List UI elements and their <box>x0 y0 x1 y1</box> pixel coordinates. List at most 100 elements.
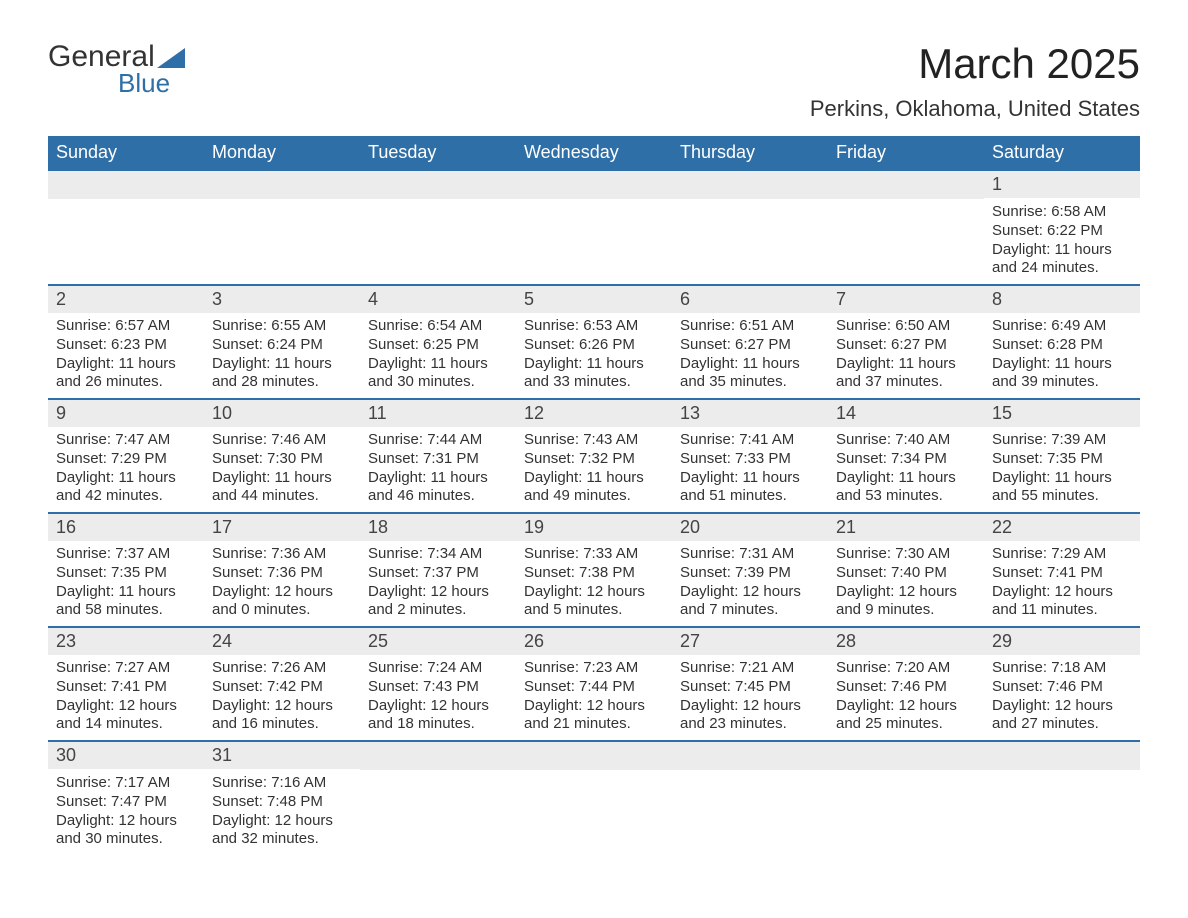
day-body-cell: Sunrise: 7:39 AMSunset: 7:35 PMDaylight:… <box>984 427 1140 513</box>
day-number-cell: 9 <box>48 399 204 427</box>
day-sunset: Sunset: 7:46 PM <box>836 678 976 697</box>
day-body: Sunrise: 6:57 AMSunset: 6:23 PMDaylight:… <box>48 313 204 398</box>
day-body-cell: Sunrise: 7:24 AMSunset: 7:43 PMDaylight:… <box>360 655 516 741</box>
day-number-cell: 3 <box>204 285 360 313</box>
day-sunrise: Sunrise: 7:23 AM <box>524 659 664 678</box>
day-sunrise: Sunrise: 7:46 AM <box>212 431 352 450</box>
day-sunset: Sunset: 7:30 PM <box>212 450 352 469</box>
day-number-cell: 4 <box>360 285 516 313</box>
day-body: Sunrise: 7:37 AMSunset: 7:35 PMDaylight:… <box>48 541 204 626</box>
month-title: March 2025 <box>810 40 1140 88</box>
day-sunrise: Sunrise: 7:21 AM <box>680 659 820 678</box>
day-body: Sunrise: 6:54 AMSunset: 6:25 PMDaylight:… <box>360 313 516 398</box>
day-number-cell: 29 <box>984 627 1140 655</box>
day-body-cell: Sunrise: 7:40 AMSunset: 7:34 PMDaylight:… <box>828 427 984 513</box>
empty-day-body <box>516 199 672 259</box>
day-body-cell: Sunrise: 7:30 AMSunset: 7:40 PMDaylight:… <box>828 541 984 627</box>
day-sunrise: Sunrise: 7:20 AM <box>836 659 976 678</box>
weekday-header: Monday <box>204 136 360 170</box>
day-sunrise: Sunrise: 7:40 AM <box>836 431 976 450</box>
day-body: Sunrise: 7:43 AMSunset: 7:32 PMDaylight:… <box>516 427 672 512</box>
weekday-header: Thursday <box>672 136 828 170</box>
day-sunrise: Sunrise: 7:33 AM <box>524 545 664 564</box>
day-daylight: Daylight: 11 hours and 24 minutes. <box>992 241 1132 279</box>
day-number-cell <box>204 170 360 199</box>
day-number: 3 <box>204 286 360 313</box>
day-sunrise: Sunrise: 7:44 AM <box>368 431 508 450</box>
day-number-cell <box>828 741 984 770</box>
day-body: Sunrise: 6:55 AMSunset: 6:24 PMDaylight:… <box>204 313 360 398</box>
weekday-header: Tuesday <box>360 136 516 170</box>
day-number: 21 <box>828 514 984 541</box>
day-sunset: Sunset: 7:44 PM <box>524 678 664 697</box>
day-body: Sunrise: 7:39 AMSunset: 7:35 PMDaylight:… <box>984 427 1140 512</box>
day-daylight: Daylight: 11 hours and 49 minutes. <box>524 469 664 507</box>
day-body-cell: Sunrise: 7:36 AMSunset: 7:36 PMDaylight:… <box>204 541 360 627</box>
day-sunrise: Sunrise: 7:47 AM <box>56 431 196 450</box>
day-sunset: Sunset: 6:26 PM <box>524 336 664 355</box>
day-body: Sunrise: 7:27 AMSunset: 7:41 PMDaylight:… <box>48 655 204 740</box>
day-body: Sunrise: 6:53 AMSunset: 6:26 PMDaylight:… <box>516 313 672 398</box>
logo-text-blue: Blue <box>118 68 185 99</box>
day-number-cell: 5 <box>516 285 672 313</box>
day-body: Sunrise: 7:29 AMSunset: 7:41 PMDaylight:… <box>984 541 1140 626</box>
day-daylight: Daylight: 11 hours and 44 minutes. <box>212 469 352 507</box>
day-body-cell: Sunrise: 7:46 AMSunset: 7:30 PMDaylight:… <box>204 427 360 513</box>
day-number-cell: 25 <box>360 627 516 655</box>
day-number-cell: 12 <box>516 399 672 427</box>
day-sunset: Sunset: 7:35 PM <box>992 450 1132 469</box>
day-number-cell: 18 <box>360 513 516 541</box>
day-body: Sunrise: 7:26 AMSunset: 7:42 PMDaylight:… <box>204 655 360 740</box>
day-sunrise: Sunrise: 7:18 AM <box>992 659 1132 678</box>
day-body-cell <box>828 199 984 285</box>
day-sunrise: Sunrise: 7:36 AM <box>212 545 352 564</box>
day-number: 30 <box>48 742 204 769</box>
empty-day-body <box>984 770 1140 830</box>
day-sunrise: Sunrise: 7:29 AM <box>992 545 1132 564</box>
day-sunrise: Sunrise: 6:55 AM <box>212 317 352 336</box>
day-sunset: Sunset: 7:37 PM <box>368 564 508 583</box>
day-body-cell: Sunrise: 7:26 AMSunset: 7:42 PMDaylight:… <box>204 655 360 741</box>
day-sunrise: Sunrise: 7:43 AM <box>524 431 664 450</box>
day-sunset: Sunset: 7:40 PM <box>836 564 976 583</box>
empty-day-body <box>828 770 984 830</box>
day-daylight: Daylight: 12 hours and 32 minutes. <box>212 812 352 850</box>
day-body: Sunrise: 7:21 AMSunset: 7:45 PMDaylight:… <box>672 655 828 740</box>
empty-day-number <box>984 742 1140 770</box>
weekday-header: Friday <box>828 136 984 170</box>
day-number-cell <box>828 170 984 199</box>
day-sunset: Sunset: 7:47 PM <box>56 793 196 812</box>
day-number: 1 <box>984 171 1140 198</box>
day-body-cell <box>360 199 516 285</box>
day-body-cell: Sunrise: 7:27 AMSunset: 7:41 PMDaylight:… <box>48 655 204 741</box>
day-number-cell: 23 <box>48 627 204 655</box>
day-body-cell <box>204 199 360 285</box>
empty-day-body <box>516 770 672 830</box>
day-number: 22 <box>984 514 1140 541</box>
day-daylight: Daylight: 11 hours and 58 minutes. <box>56 583 196 621</box>
day-sunrise: Sunrise: 7:17 AM <box>56 774 196 793</box>
day-number: 28 <box>828 628 984 655</box>
day-number-cell: 31 <box>204 741 360 770</box>
empty-day-body <box>828 199 984 259</box>
day-sunset: Sunset: 7:29 PM <box>56 450 196 469</box>
empty-day-number <box>360 742 516 770</box>
day-daylight: Daylight: 12 hours and 9 minutes. <box>836 583 976 621</box>
empty-day-number <box>828 742 984 770</box>
day-number: 27 <box>672 628 828 655</box>
day-body: Sunrise: 6:49 AMSunset: 6:28 PMDaylight:… <box>984 313 1140 398</box>
day-body-cell <box>516 199 672 285</box>
title-block: March 2025 Perkins, Oklahoma, United Sta… <box>810 40 1140 122</box>
weekday-row: SundayMondayTuesdayWednesdayThursdayFrid… <box>48 136 1140 170</box>
day-number: 10 <box>204 400 360 427</box>
day-sunset: Sunset: 7:41 PM <box>992 564 1132 583</box>
day-number-cell: 7 <box>828 285 984 313</box>
calendar-table: SundayMondayTuesdayWednesdayThursdayFrid… <box>48 136 1140 855</box>
day-number-cell: 13 <box>672 399 828 427</box>
day-body-cell: Sunrise: 7:18 AMSunset: 7:46 PMDaylight:… <box>984 655 1140 741</box>
week-daynum-row: 2345678 <box>48 285 1140 313</box>
day-body-cell: Sunrise: 7:37 AMSunset: 7:35 PMDaylight:… <box>48 541 204 627</box>
empty-day-body <box>48 199 204 259</box>
weekday-header: Wednesday <box>516 136 672 170</box>
day-body-cell: Sunrise: 7:33 AMSunset: 7:38 PMDaylight:… <box>516 541 672 627</box>
